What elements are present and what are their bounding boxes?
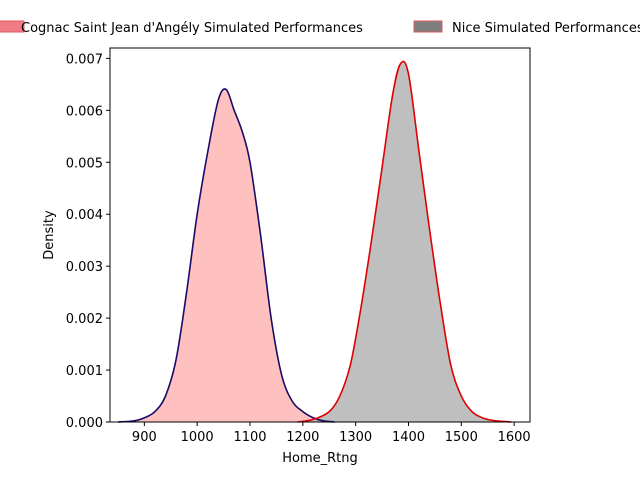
series-1-line bbox=[297, 60, 512, 423]
density-lines bbox=[117, 60, 512, 423]
x-tick-label: 1600 bbox=[498, 430, 531, 445]
y-tick-label: 0.002 bbox=[66, 312, 103, 327]
legend-label-1: Nice Simulated Performances bbox=[452, 21, 640, 36]
series-1-area bbox=[297, 61, 512, 422]
y-axis: 0.000 0.001 0.002 0.003 0.004 0.005 0.006 0.007 bbox=[66, 52, 110, 431]
y-tick-label: 0.007 bbox=[66, 52, 103, 67]
x-tick-label: 1200 bbox=[286, 430, 319, 445]
series-0-line bbox=[117, 88, 335, 423]
legend-label-0: Cognac Saint Jean d'Angély Simulated Per… bbox=[21, 21, 363, 36]
x-tick-label: 1300 bbox=[339, 430, 372, 445]
y-tick-label: 0.005 bbox=[66, 156, 103, 171]
x-tick-label: 1500 bbox=[445, 430, 478, 445]
x-axis-label: Home_Rtng bbox=[282, 451, 358, 466]
x-axis: 900 1000 1100 1200 1300 1400 1500 1600 bbox=[132, 422, 531, 445]
plot-frame bbox=[109, 47, 531, 423]
y-tick-label: 0.004 bbox=[66, 208, 103, 223]
y-tick-label: 0.003 bbox=[66, 260, 103, 275]
x-tick-label: 900 bbox=[132, 430, 157, 445]
series-0-area bbox=[117, 88, 335, 423]
legend: Cognac Saint Jean d'Angély Simulated Per… bbox=[0, 20, 640, 36]
y-tick-label: 0.006 bbox=[66, 104, 103, 119]
legend-swatch-1 bbox=[413, 20, 443, 33]
legend-swatch-0 bbox=[0, 20, 25, 33]
y-axis-label: Density bbox=[42, 210, 57, 260]
x-tick-label: 1400 bbox=[392, 430, 425, 445]
density-fills bbox=[117, 61, 512, 423]
y-tick-label: 0.001 bbox=[66, 364, 103, 379]
y-tick-label: 0.000 bbox=[66, 416, 103, 431]
x-tick-label: 1000 bbox=[181, 430, 214, 445]
x-tick-label: 1100 bbox=[233, 430, 266, 445]
